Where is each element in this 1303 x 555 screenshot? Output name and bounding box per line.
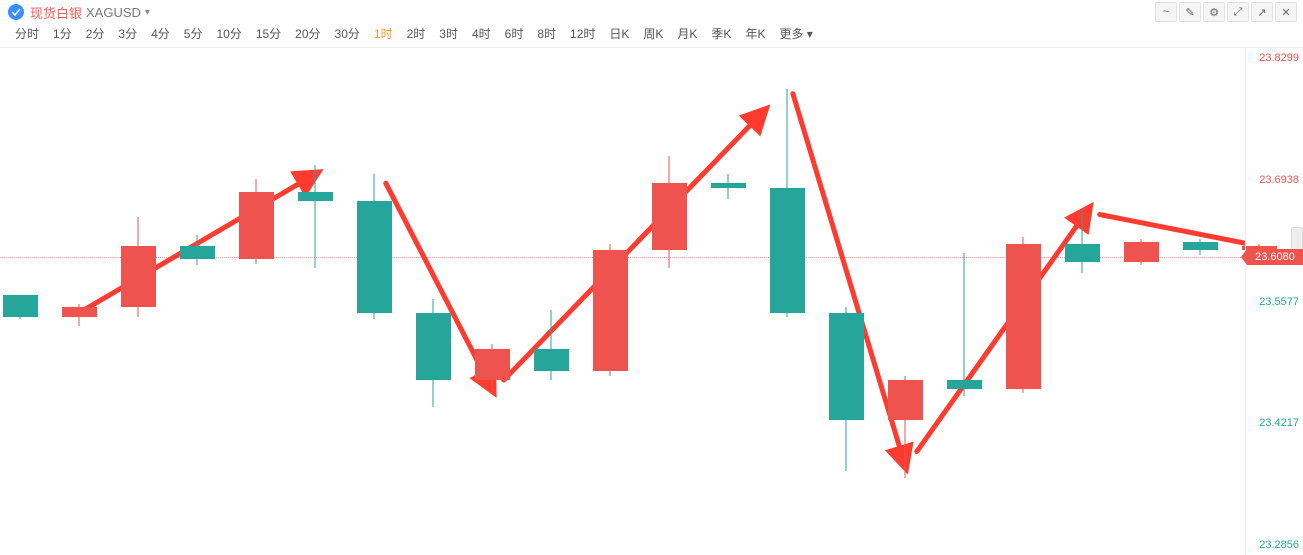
candle[interactable] — [947, 48, 982, 555]
toolbar-button-5[interactable]: ✕ — [1275, 2, 1297, 22]
candle-body — [888, 380, 923, 420]
timeframe-15分[interactable]: 15分 — [249, 23, 288, 44]
chart-toolbar: ~✎⚙⤢↗✕ — [1155, 2, 1297, 22]
price-axis[interactable]: 23.8299 23.6938 23.5577 23.4217 23.2856 23.60… — [1245, 48, 1303, 555]
timeframe-月K[interactable]: 月K — [670, 23, 704, 44]
candle-body — [770, 188, 805, 313]
trend-arrow — [1100, 214, 1245, 252]
yaxis-tick-label: 23.2856 — [1259, 539, 1299, 551]
candle[interactable] — [121, 48, 156, 555]
yaxis-tick-label: 23.4217 — [1259, 417, 1299, 429]
candle[interactable] — [888, 48, 923, 555]
timeframe-3分[interactable]: 3分 — [111, 23, 144, 44]
candle[interactable] — [593, 48, 628, 555]
candle-body — [180, 246, 215, 259]
symbol-dropdown-icon[interactable]: ▾ — [145, 7, 150, 18]
candle[interactable] — [1065, 48, 1100, 555]
candle[interactable] — [1124, 48, 1159, 555]
candle[interactable] — [770, 48, 805, 555]
timeframe-8时[interactable]: 8时 — [530, 23, 563, 44]
candle-body — [416, 313, 451, 380]
trend-arrow — [917, 210, 1088, 452]
candle-body — [1006, 244, 1041, 389]
toolbar-button-3[interactable]: ⤢ — [1227, 2, 1249, 22]
yaxis-tick-label: 23.8299 — [1259, 52, 1299, 64]
candle-body — [652, 183, 687, 250]
provider-logo-icon — [8, 4, 24, 20]
timeframe-周K[interactable]: 周K — [636, 23, 670, 44]
timeframe-bar: 分时1分2分3分4分5分10分15分20分30分1时2时3时4时6时8时12时日… — [0, 24, 1303, 48]
candle-body — [62, 307, 97, 318]
timeframe-10分[interactable]: 10分 — [209, 23, 248, 44]
instrument-name-cn: 现货白银 — [30, 3, 82, 22]
axis-scroll-handle[interactable] — [1291, 227, 1303, 251]
timeframe-2分[interactable]: 2分 — [79, 23, 112, 44]
candle-body — [534, 349, 569, 371]
candle[interactable] — [652, 48, 687, 555]
candle-body — [3, 295, 38, 317]
last-price-flag: 23.6080 — [1247, 249, 1303, 265]
chart-plot-area[interactable] — [0, 48, 1245, 555]
candle[interactable] — [416, 48, 451, 555]
toolbar-button-1[interactable]: ✎ — [1179, 2, 1201, 22]
timeframe-季K[interactable]: 季K — [704, 23, 738, 44]
candle[interactable] — [298, 48, 333, 555]
yaxis-tick-label: 23.5577 — [1259, 296, 1299, 308]
timeframe-1分[interactable]: 1分 — [46, 23, 79, 44]
timeframe-12时[interactable]: 12时 — [563, 23, 602, 44]
candle-body — [947, 380, 982, 389]
candle[interactable] — [1006, 48, 1041, 555]
candle-body — [357, 201, 392, 313]
candle-body — [298, 192, 333, 201]
candle-body — [121, 246, 156, 307]
timeframe-6时[interactable]: 6时 — [498, 23, 531, 44]
candle-body — [829, 313, 864, 420]
candle[interactable] — [829, 48, 864, 555]
candle[interactable] — [3, 48, 38, 555]
instrument-symbol: XAGUSD — [86, 5, 141, 20]
candle-wick — [1082, 210, 1083, 273]
candle[interactable] — [534, 48, 569, 555]
timeframe-5分[interactable]: 5分 — [177, 23, 210, 44]
chart-wrap: 23.8299 23.6938 23.5577 23.4217 23.2856 23.60… — [0, 48, 1303, 555]
toolbar-button-0[interactable]: ~ — [1155, 2, 1177, 22]
candle[interactable] — [180, 48, 215, 555]
candle-body — [475, 349, 510, 380]
candle-wick — [315, 165, 316, 268]
candle-wick — [964, 253, 965, 396]
timeframe-3时[interactable]: 3时 — [432, 23, 465, 44]
candle-body — [1183, 242, 1218, 250]
toolbar-button-4[interactable]: ↗ — [1251, 2, 1273, 22]
timeframe-2时[interactable]: 2时 — [400, 23, 433, 44]
timeframe-日K[interactable]: 日K — [602, 23, 636, 44]
timeframe-年K[interactable]: 年K — [738, 23, 772, 44]
candle-body — [593, 250, 628, 371]
timeframe-1时[interactable]: 1时 — [367, 23, 400, 44]
candle[interactable] — [1183, 48, 1218, 555]
candle-body — [711, 183, 746, 187]
candle[interactable] — [711, 48, 746, 555]
candle[interactable] — [62, 48, 97, 555]
toolbar-button-2[interactable]: ⚙ — [1203, 2, 1225, 22]
candle[interactable] — [239, 48, 274, 555]
candle-body — [1065, 244, 1100, 262]
yaxis-tick-label: 23.6938 — [1259, 174, 1299, 186]
timeframe-30分[interactable]: 30分 — [328, 23, 367, 44]
timeframe-20分[interactable]: 20分 — [288, 23, 327, 44]
timeframe-更多[interactable]: 更多 ▾ — [772, 23, 819, 44]
timeframe-4分[interactable]: 4分 — [144, 23, 177, 44]
candle-body — [1124, 242, 1159, 262]
timeframe-分时[interactable]: 分时 — [8, 23, 46, 44]
candle[interactable] — [357, 48, 392, 555]
chart-header: 现货白银 XAGUSD ▾ — [0, 0, 1303, 24]
candle-body — [239, 192, 274, 259]
timeframe-4时[interactable]: 4时 — [465, 23, 498, 44]
candle[interactable] — [475, 48, 510, 555]
